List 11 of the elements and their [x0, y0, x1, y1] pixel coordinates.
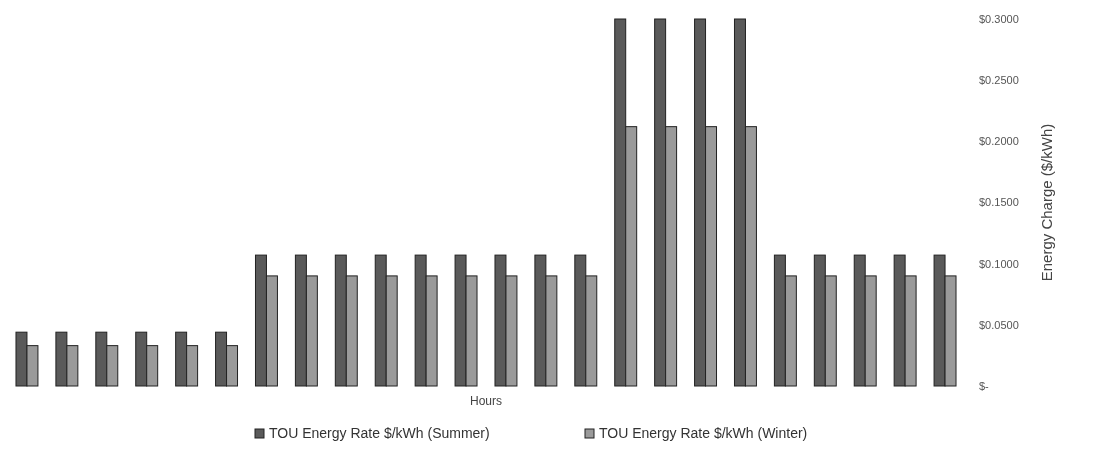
y-tick-label: $- [979, 379, 990, 392]
y-tick-label: $0.2500 [979, 74, 1019, 87]
y-axis-title: Energy Charge ($/kWh) [1038, 123, 1055, 282]
x-axis-title: Hours [469, 394, 503, 408]
y-tick-label: $0.2000 [979, 135, 1019, 148]
y-tick-label: $0.1500 [979, 196, 1019, 209]
y-tick-label: $0.3000 [979, 12, 1019, 25]
legend-label: TOU Energy Rate $/kWh (Summer) [269, 425, 490, 441]
y-tick-label: $0.1000 [979, 257, 1019, 270]
legend-label: TOU Energy Rate $/kWh (Winter) [599, 425, 808, 441]
y-tick-label: $0.0500 [979, 318, 1019, 331]
